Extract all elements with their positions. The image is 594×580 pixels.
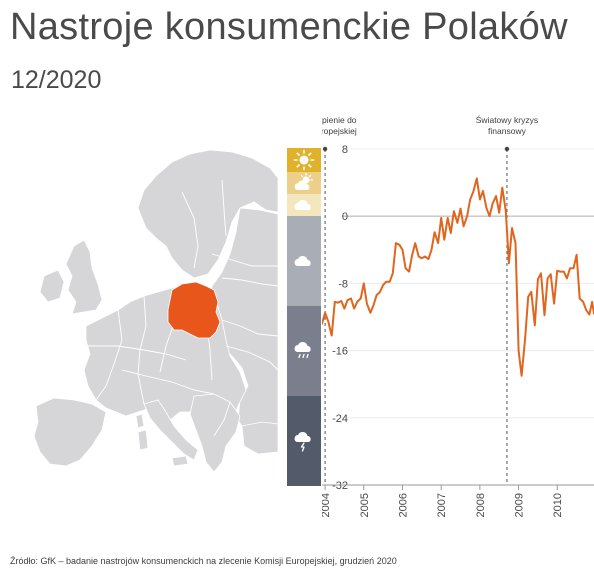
turkey-shape: [241, 421, 278, 455]
source-note: Źródło: GfK – badanie nastrojów konsumen…: [10, 556, 397, 566]
sardinia-shape: [137, 429, 149, 451]
chart-annotations: Przystąpienie doUnii Europejskiej Światow…: [322, 114, 538, 485]
mood-band-cloudy: [287, 216, 321, 306]
x-tick-label: 2008: [475, 493, 487, 517]
cloud-icon: [294, 199, 311, 210]
x-tick-label: 2005: [359, 493, 371, 517]
iberia-shape: [33, 397, 107, 467]
corsica-shape: [135, 413, 145, 429]
mood-scale: [287, 148, 321, 486]
great-britain-shape: [65, 239, 103, 315]
y-tick-label: -16: [332, 346, 348, 358]
europe-map: [33, 150, 278, 473]
sun-cloud-icon: [294, 172, 314, 190]
ireland-shape: [39, 269, 65, 303]
europe-land: [33, 150, 278, 473]
cloud-icon: [294, 255, 311, 266]
annotation-label: finansowy: [488, 126, 527, 136]
page-title: Nastroje konsumenckie Polaków: [10, 6, 568, 48]
x-tick-label: 2006: [397, 493, 409, 517]
scandinavia-shape: [137, 150, 278, 279]
mood-band-storm: [287, 396, 321, 486]
sentiment-series-line: [322, 177, 594, 377]
annotation-label: Przystąpienie do: [322, 115, 357, 125]
annotation-label: Światowy kryzys: [476, 114, 538, 125]
consumer-sentiment-chart: 8 0 -8 -16 -24 -32 Przystąpienie doUnii Europ…: [322, 114, 594, 517]
y-tick-label: -32: [332, 480, 348, 492]
x-axis-ticks: 2004 2005 2006 2007 2008 2009 2010: [322, 485, 564, 517]
sun-icon: [293, 149, 315, 171]
annotation-label: Unii Europejskiej: [322, 126, 357, 136]
cloud-rain-icon: [294, 341, 311, 359]
y-tick-label: -24: [332, 413, 348, 425]
x-tick-label: 2007: [436, 493, 448, 517]
x-tick-label: 2004: [322, 493, 332, 517]
balkans-shape: [189, 393, 241, 473]
y-axis-ticks: 8 0 -8 -16 -24 -32: [332, 144, 348, 492]
annotation-marker: [322, 146, 328, 152]
cloud-storm-icon: [294, 431, 311, 452]
chart-grid: [342, 148, 594, 486]
x-tick-label: 2009: [514, 493, 526, 517]
y-tick-label: 8: [342, 144, 348, 156]
mood-band-cloudy-light: [287, 194, 321, 216]
y-tick-label: -8: [338, 278, 348, 290]
sicily-shape: [171, 455, 189, 467]
italy-shape: [143, 399, 199, 461]
annotation-marker: [504, 146, 510, 152]
y-tick-label: 0: [342, 211, 348, 223]
page-subtitle: 12/2020: [11, 66, 102, 94]
mood-band-sunny: [287, 148, 321, 172]
mood-band-partly-sunny: [287, 172, 321, 194]
x-tick-label: 2010: [552, 493, 564, 517]
poland-shape: [167, 281, 221, 339]
mood-band-rain: [287, 306, 321, 396]
